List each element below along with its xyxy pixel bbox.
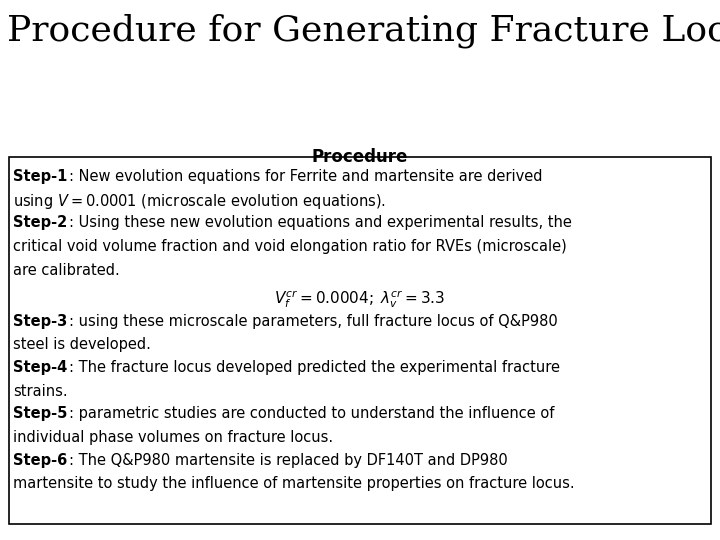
Text: : The Q&P980 martensite is replaced by DF140T and DP980: : The Q&P980 martensite is replaced by D… [69, 453, 508, 468]
Text: Step-4: Step-4 [13, 360, 67, 375]
Text: Procedure: Procedure [312, 148, 408, 166]
Text: : The fracture locus developed predicted the experimental fracture: : The fracture locus developed predicted… [69, 360, 560, 375]
Text: $V_f^{cr} = 0.0004;\; \lambda_v^{cr} = 3.3$: $V_f^{cr} = 0.0004;\; \lambda_v^{cr} = 3… [274, 289, 446, 310]
Text: Step-5: Step-5 [13, 406, 68, 421]
Text: individual phase volumes on fracture locus.: individual phase volumes on fracture loc… [13, 430, 333, 445]
Text: steel is developed.: steel is developed. [13, 338, 150, 353]
Text: Step-6: Step-6 [13, 453, 67, 468]
Text: : New evolution equations for Ferrite and martensite are derived: : New evolution equations for Ferrite an… [69, 168, 543, 184]
Text: Step-2: Step-2 [13, 215, 67, 230]
FancyBboxPatch shape [9, 157, 711, 524]
Text: are calibrated.: are calibrated. [13, 262, 120, 278]
Text: critical void volume fraction and void elongation ratio for RVEs (microscale): critical void volume fraction and void e… [13, 239, 567, 254]
Text: Procedure for Generating Fracture Loci: Procedure for Generating Fracture Loci [7, 14, 720, 48]
Text: using $V = 0.0001$ (microscale evolution equations).: using $V = 0.0001$ (microscale evolution… [13, 192, 386, 212]
Text: martensite to study the influence of martensite properties on fracture locus.: martensite to study the influence of mar… [13, 476, 575, 491]
Text: Step-1: Step-1 [13, 168, 68, 184]
Text: : Using these new evolution equations and experimental results, the: : Using these new evolution equations an… [69, 215, 572, 230]
Text: strains.: strains. [13, 384, 68, 399]
Text: : using these microscale parameters, full fracture locus of Q&P980: : using these microscale parameters, ful… [69, 314, 558, 329]
Text: Step-3: Step-3 [13, 314, 67, 329]
Text: : parametric studies are conducted to understand the influence of: : parametric studies are conducted to un… [69, 406, 554, 421]
